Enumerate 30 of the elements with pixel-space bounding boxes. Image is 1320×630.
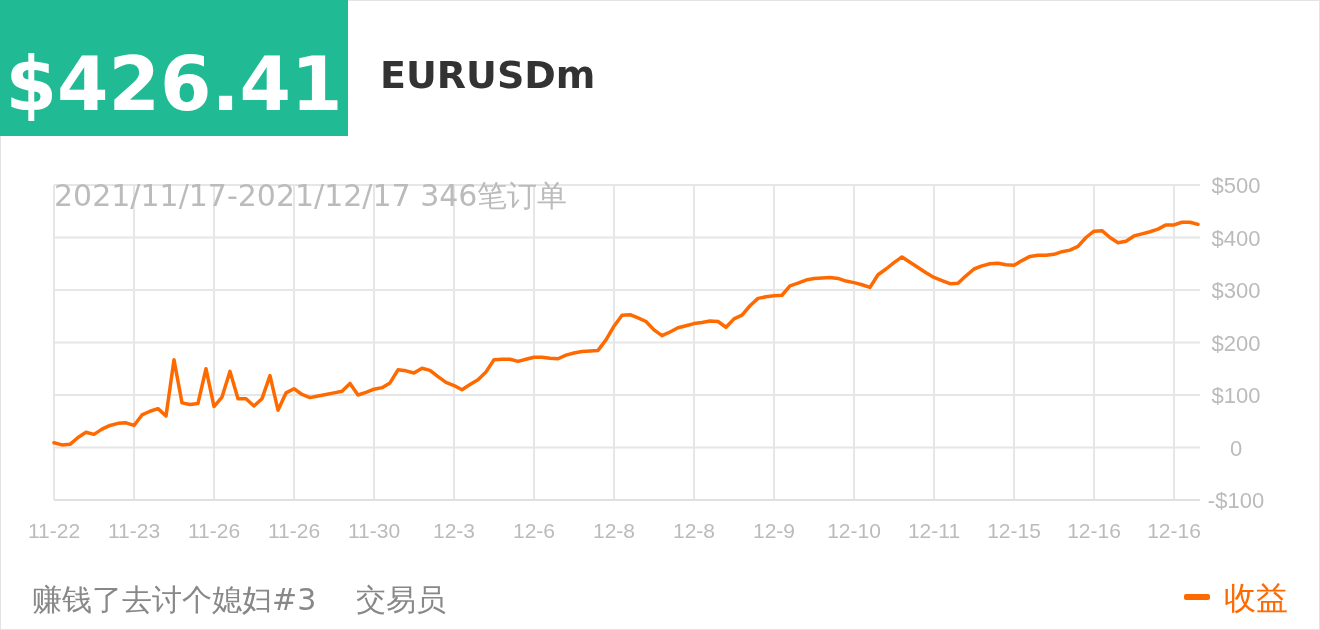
x-tick-label: 12-3 bbox=[432, 519, 476, 542]
legend-label: 收益 bbox=[1224, 579, 1288, 617]
y-tick-label: $500 bbox=[1211, 173, 1261, 198]
x-tick-label: 12-16 bbox=[1147, 519, 1201, 542]
x-tick-label: 11-30 bbox=[347, 519, 401, 542]
y-tick-label: 0 bbox=[1229, 435, 1243, 461]
chart-subtitle: EURUSDm bbox=[380, 53, 596, 97]
y-tick-label: $100 bbox=[1211, 383, 1261, 408]
y-tick-label: $300 bbox=[1211, 278, 1261, 303]
x-tick-label: 12-10 bbox=[827, 519, 881, 542]
chart-title: $426.41 bbox=[5, 41, 343, 127]
x-tick-label: 12-11 bbox=[907, 519, 961, 542]
x-tick-label: 12-15 bbox=[987, 519, 1041, 542]
x-tick-label: 12-8 bbox=[592, 519, 636, 542]
x-tick-label: 12-6 bbox=[512, 519, 556, 542]
x-tick-label: 11-23 bbox=[107, 519, 161, 542]
text: 赚钱了去讨个媳妇#3 bbox=[32, 582, 317, 617]
x-tick-label: 11-26 bbox=[267, 519, 321, 542]
line-series bbox=[52, 220, 1200, 447]
x-tick-label: 12-16 bbox=[1067, 519, 1121, 542]
y-tick-label: $200 bbox=[1211, 330, 1261, 356]
x-tick-label: 11-26 bbox=[187, 519, 241, 542]
annotation: 2021/11/17-2021/12/17 346笔订单 bbox=[54, 178, 568, 213]
x-tick-label: 12-9 bbox=[752, 519, 796, 542]
x-tick-label: 11-22 bbox=[27, 519, 81, 542]
y-tick-label: -$100 bbox=[1207, 488, 1265, 513]
y-tick-label: $400 bbox=[1211, 225, 1261, 251]
legend: 收益 bbox=[1184, 579, 1288, 617]
text: 交易员 bbox=[356, 582, 447, 617]
x-tick-label: 12-8 bbox=[672, 519, 716, 542]
